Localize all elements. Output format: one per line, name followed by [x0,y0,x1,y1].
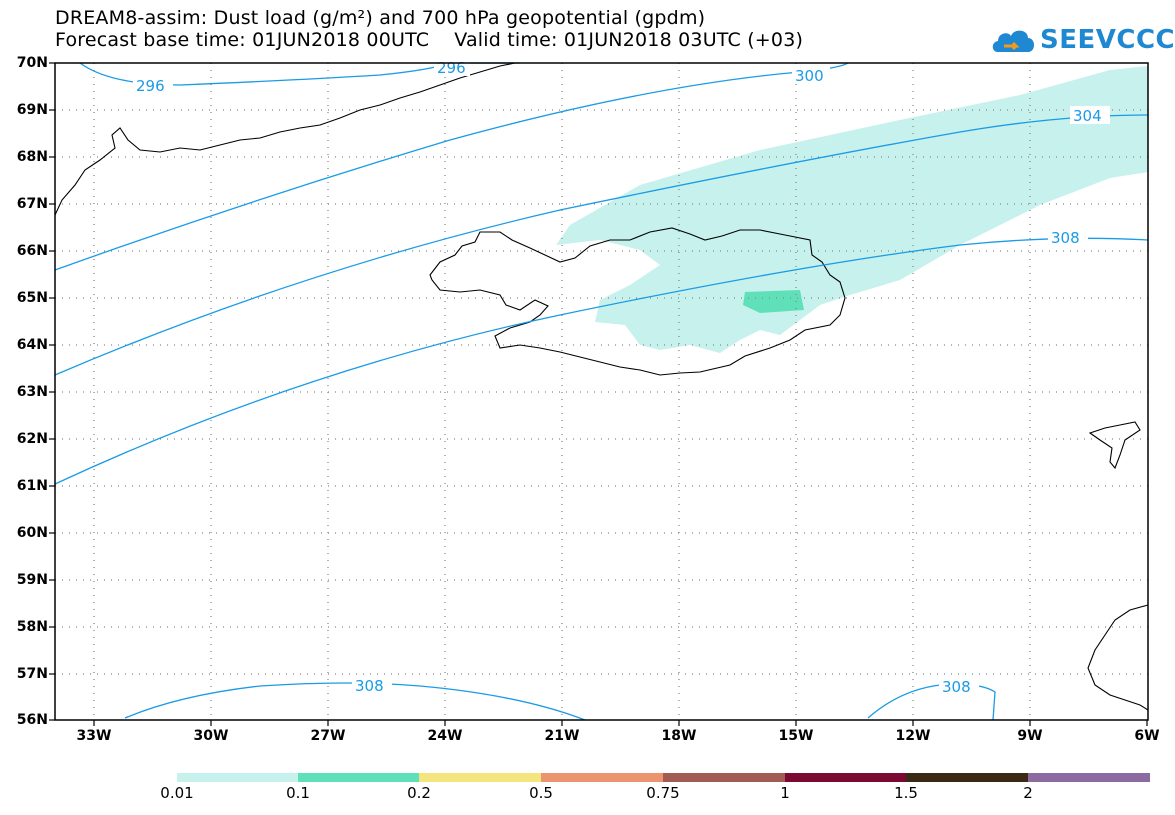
lat-label: 61N [16,478,48,494]
colorbar-swatch-7 [906,773,1028,782]
colorbar-swatch-2 [298,773,419,782]
lon-label: 12W [895,728,931,744]
colorbar-label: 0.2 [407,784,431,802]
lon-label: 6W [1134,728,1160,744]
contour-label-308-c: 308 [942,678,971,696]
dust-area-low [556,66,1148,353]
colorbar-label: 0.1 [286,784,310,802]
contour-304 [54,114,1149,376]
contour-label-304: 304 [1073,107,1102,125]
map-subtitle: Forecast base time: 01JUN2018 00UTC Vali… [55,29,804,51]
coastlines [54,62,1149,711]
lat-label: 58N [16,619,48,635]
contour-label-296-b: 296 [437,59,466,77]
colorbar-label: 2 [1023,784,1033,802]
axis-ticks [49,62,1148,726]
lat-gridlines [55,109,1148,675]
seevccc-logo: SEEVCCC [990,22,1175,58]
contour-label-308-a: 308 [1051,229,1080,247]
lat-label: 57N [16,666,48,682]
lon-label: 21W [544,728,580,744]
lon-label: 33W [76,728,112,744]
contour-296-a [79,62,451,86]
lat-label: 63N [16,384,48,400]
lat-label: 65N [16,290,48,306]
colorbar-label: 0.5 [529,784,553,802]
contour-label-308-b: 308 [355,677,384,695]
lat-label: 62N [16,431,48,447]
colorbar-label: 0.01 [160,784,194,802]
colorbar [177,773,1150,782]
lat-label: 60N [16,525,48,541]
colorbar-swatch-3 [419,773,541,782]
lat-label: 67N [16,196,48,212]
contour-labels: 296 296 300 304 308 308 308 [133,59,1110,696]
lat-label: 70N [16,55,48,71]
lon-label: 15W [778,728,814,744]
lat-label: 68N [16,149,48,165]
colorbar-swatch-1 [177,773,298,782]
colorbar-swatch-8 [1028,773,1150,782]
lon-label: 9W [1017,728,1043,744]
colorbar-label: 1 [780,784,790,802]
contour-308-a [54,237,1149,485]
cloud-icon [992,30,1034,52]
logo-text: SEEVCCC [1040,25,1175,55]
lat-label: 59N [16,572,48,588]
scotland-coast [1087,604,1149,711]
colorbar-swatch-4 [541,773,663,782]
lat-label: 56N [16,712,48,728]
lat-label: 66N [16,243,48,259]
lat-label: 69N [16,102,48,118]
greenland-coast [54,62,516,216]
colorbar-label: 0.75 [646,784,680,802]
colorbar-label: 1.5 [894,784,918,802]
dust-shading [556,66,1148,353]
dust-area-mid [743,290,804,313]
lon-label: 30W [193,728,229,744]
map-title: DREAM8-assim: Dust load (g/m²) and 700 h… [55,7,706,29]
faroe-coast [1088,421,1141,470]
contour-label-300: 300 [795,67,824,85]
lon-label: 24W [427,728,463,744]
lat-label: 64N [16,337,48,353]
colorbar-swatch-5 [663,773,785,782]
contour-label-296: 296 [136,77,165,95]
lon-label: 27W [310,728,346,744]
lon-label: 18W [661,728,697,744]
iceland-coast [429,227,846,376]
colorbar-swatch-6 [785,773,906,782]
